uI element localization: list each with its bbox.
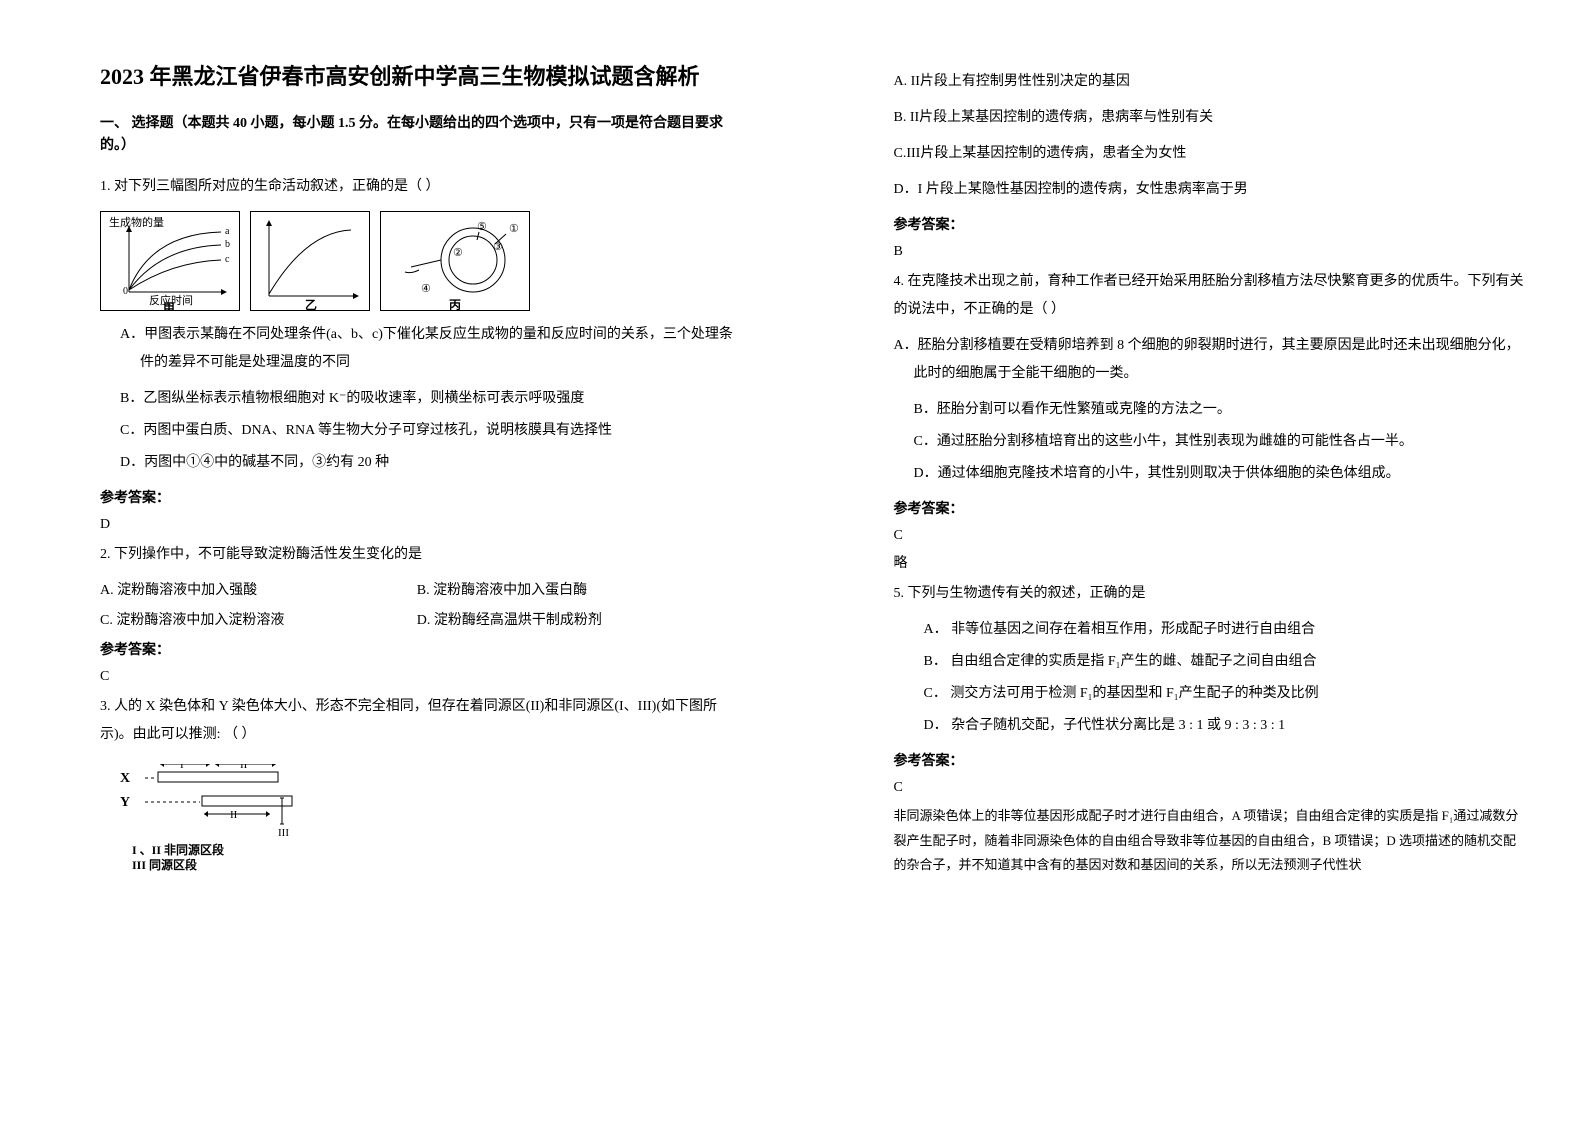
q5-optA: A． 非等位基因之间存在着相互作用，形成配子时进行自由组合 (924, 616, 1528, 644)
q2-answer: C (100, 669, 734, 685)
svg-text:a: a (225, 226, 230, 237)
q1-answer-label: 参考答案： (100, 487, 734, 507)
svg-text:X: X (120, 771, 130, 786)
q4-answer: C (894, 528, 1528, 544)
q5-optD: D． 杂合子随机交配，子代性状分离比是 3 : 1 或 9 : 3 : 3 : … (924, 712, 1528, 740)
xy-chromosome-svg: X I II Y II III I 、II (120, 764, 320, 874)
q3-answer-label: 参考答案： (894, 214, 1528, 234)
svg-text:③: ③ (493, 241, 503, 253)
fig-jia-ylabel: 生成物的量 (109, 215, 164, 229)
q1-figures: 生成物的量 a b c 0 反应时间 甲 乙 (100, 211, 734, 311)
svg-text:甲: 甲 (163, 301, 175, 311)
q4-optA: A．胚胎分割移植要在受精卵培养到 8 个细胞的卵裂期时进行，其主要原因是此时还未… (914, 332, 1528, 388)
section1-header: 一、 选择题（本题共 40 小题，每小题 1.5 分。在每小题给出的四个选项中，… (100, 113, 734, 158)
doc-title: 2023 年黑龙江省伊春市高安创新中学高三生物模拟试题含解析 (100, 60, 734, 93)
q3-optD: D．I 片段上某隐性基因控制的遗传病，女性患病率高于男 (894, 176, 1528, 204)
q2-optC: C. 淀粉酶溶液中加入淀粉溶液 (100, 609, 417, 629)
fig-jia: 生成物的量 a b c 0 反应时间 甲 (100, 211, 240, 311)
svg-text:c: c (225, 254, 230, 265)
left-column: 2023 年黑龙江省伊春市高安创新中学高三生物模拟试题含解析 一、 选择题（本题… (0, 0, 794, 1122)
q2-stem: 2. 下列操作中，不可能导致淀粉酶活性发生变化的是 (100, 541, 734, 569)
svg-text:III: III (278, 827, 289, 839)
right-column: A. II片段上有控制男性性别决定的基因 B. II片段上某基因控制的遗传病，患… (794, 0, 1587, 1122)
q5-answer-label: 参考答案： (894, 750, 1528, 770)
q4-note: 略 (894, 552, 1528, 572)
q2-optB: B. 淀粉酶溶液中加入蛋白酶 (417, 579, 734, 599)
q4-optC: C．通过胚胎分割移植培育出的这些小牛，其性别表现为雌雄的可能性各占一半。 (914, 428, 1528, 456)
svg-text:Y: Y (120, 795, 130, 810)
q5-explain: 非同源染色体上的非等位基因形成配子时才进行自由组合，A 项错误；自由组合定律的实… (894, 804, 1528, 878)
fig-bing: ① ② ③ ④ ⑤ 丙 (380, 211, 530, 311)
q1-optA: A．甲图表示某酶在不同处理条件(a、b、c)下催化某反应生成物的量和反应时间的关… (120, 321, 734, 377)
q1-optC: C．丙图中蛋白质、DNA、RNA 等生物大分子可穿过核孔，说明核膜具有选择性 (120, 417, 734, 445)
q2-optA: A. 淀粉酶溶液中加入强酸 (100, 579, 417, 599)
q3-optA: A. II片段上有控制男性性别决定的基因 (894, 68, 1528, 96)
q5-optB: B． 自由组合定律的实质是指 F₁产生的雌、雄配子之间自由组合 (924, 648, 1528, 676)
q3-optC: C.III片段上某基因控制的遗传病，患者全为女性 (894, 140, 1528, 168)
q4-answer-label: 参考答案： (894, 498, 1528, 518)
q3-diagram: X I II Y II III I 、II (120, 764, 734, 879)
svg-text:b: b (225, 239, 230, 250)
fig-yi: 乙 (250, 211, 370, 311)
svg-text:⑤: ⑤ (477, 221, 487, 233)
q2-opts-ab: A. 淀粉酶溶液中加入强酸 B. 淀粉酶溶液中加入蛋白酶 (100, 579, 734, 599)
svg-text:①: ① (509, 223, 519, 235)
q4-optB: B．胚胎分割可以看作无性繁殖或克隆的方法之一。 (914, 396, 1528, 424)
q4-stem: 4. 在克隆技术出现之前，育种工作者已经开始采用胚胎分割移植方法尽快繁育更多的优… (894, 268, 1528, 324)
q3-optB: B. II片段上某基因控制的遗传病，患病率与性别有关 (894, 104, 1528, 132)
q5-optC: C． 测交方法可用于检测 F₁的基因型和 F₁产生配子的种类及比例 (924, 680, 1528, 708)
q1-optD: D．丙图中①④中的碱基不同，③约有 20 种 (120, 449, 734, 477)
q3-answer: B (894, 244, 1528, 260)
svg-text:丙: 丙 (449, 298, 461, 311)
q2-answer-label: 参考答案： (100, 639, 734, 659)
svg-text:④: ④ (421, 283, 431, 295)
svg-text:乙: 乙 (305, 298, 317, 311)
q1-optB: B．乙图纵坐标表示植物根细胞对 K⁻的吸收速率，则横坐标可表示呼吸强度 (120, 385, 734, 413)
svg-text:0: 0 (123, 286, 128, 297)
q2-optD: D. 淀粉酶经高温烘干制成粉剂 (417, 609, 734, 629)
q5-answer: C (894, 780, 1528, 796)
svg-text:II: II (230, 809, 238, 821)
q2-opts-cd: C. 淀粉酶溶液中加入淀粉溶液 D. 淀粉酶经高温烘干制成粉剂 (100, 609, 734, 629)
svg-text:III 同源区段: III 同源区段 (132, 857, 198, 872)
svg-text:I 、II 非同源区段: I 、II 非同源区段 (132, 842, 225, 857)
q1-answer: D (100, 517, 734, 533)
q3-stem: 3. 人的 X 染色体和 Y 染色体大小、形态不完全相同，但存在着同源区(II)… (100, 693, 734, 749)
svg-text:I: I (180, 764, 184, 771)
svg-text:II: II (240, 764, 248, 771)
q4-optD: D．通过体细胞克隆技术培育的小牛，其性别则取决于供体细胞的染色体组成。 (914, 460, 1528, 488)
svg-text:②: ② (453, 247, 463, 259)
q1-stem: 1. 对下列三幅图所对应的生命活动叙述，正确的是（ ） (100, 173, 734, 201)
q5-stem: 5. 下列与生物遗传有关的叙述，正确的是 (894, 580, 1528, 608)
